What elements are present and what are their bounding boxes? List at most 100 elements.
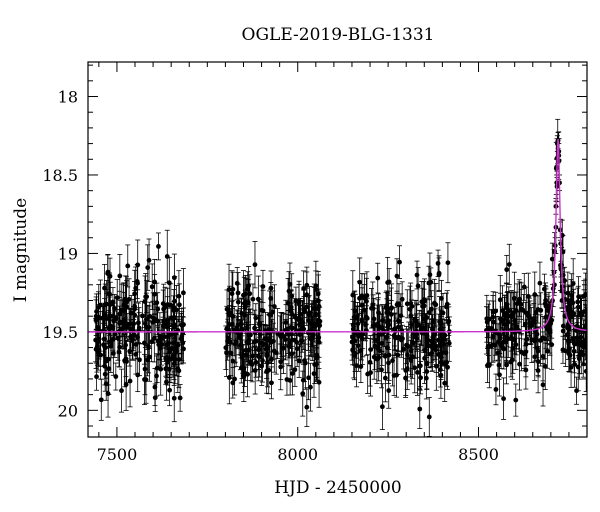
data-point <box>498 343 504 349</box>
data-point <box>446 340 452 346</box>
data-point <box>428 306 434 312</box>
data-point <box>107 291 112 297</box>
data-point <box>571 337 576 343</box>
y-tick-label: 19.5 <box>42 323 78 342</box>
data-point <box>496 362 502 368</box>
data-points <box>93 118 587 437</box>
data-point <box>144 324 150 330</box>
data-point <box>538 338 543 343</box>
data-point <box>137 357 142 363</box>
data-point <box>505 313 510 318</box>
data-point <box>304 404 310 410</box>
data-point <box>226 287 232 292</box>
data-point <box>119 388 124 394</box>
chart-title: OGLE-2019-BLG-1331 <box>242 25 435 45</box>
data-point <box>364 298 369 304</box>
y-tick-label: 20 <box>58 401 78 420</box>
data-point <box>300 319 305 325</box>
data-point <box>409 303 415 309</box>
data-point <box>253 359 259 365</box>
data-point <box>308 384 313 390</box>
data-point <box>127 321 132 327</box>
data-point <box>498 316 503 322</box>
data-point <box>147 354 152 360</box>
data-point <box>156 244 161 249</box>
data-point <box>583 324 587 330</box>
data-point <box>130 333 136 339</box>
data-point <box>513 308 519 313</box>
data-point <box>414 320 419 325</box>
data-point <box>575 364 581 370</box>
data-point <box>151 335 157 341</box>
data-point <box>99 315 105 321</box>
data-point <box>169 315 175 321</box>
data-point <box>121 302 127 308</box>
data-point <box>249 362 255 367</box>
data-point <box>426 343 432 349</box>
data-point <box>136 325 142 331</box>
data-point <box>368 370 373 376</box>
data-point <box>111 318 117 324</box>
data-point <box>488 343 494 349</box>
data-point <box>490 333 496 339</box>
data-point <box>575 304 581 310</box>
y-tick-label: 18.5 <box>42 166 78 185</box>
data-point <box>414 272 420 278</box>
data-point <box>278 334 284 340</box>
data-point <box>292 367 298 373</box>
data-point <box>273 350 279 356</box>
data-point <box>175 366 181 372</box>
data-point <box>117 344 122 350</box>
data-point <box>266 367 272 373</box>
data-point <box>313 283 319 289</box>
data-point <box>285 300 291 306</box>
data-point <box>311 371 317 377</box>
data-point <box>440 310 446 316</box>
data-point <box>413 334 418 340</box>
data-point <box>427 272 433 278</box>
data-point <box>142 366 148 372</box>
data-point <box>543 303 549 309</box>
data-point <box>124 325 130 330</box>
data-point <box>168 302 174 308</box>
data-point <box>426 280 432 286</box>
data-point <box>162 304 168 310</box>
x-tick-label: 8500 <box>458 445 499 464</box>
data-point <box>424 369 430 374</box>
data-point <box>133 351 139 357</box>
data-point <box>495 339 501 345</box>
data-point <box>163 356 169 361</box>
data-point <box>296 358 302 364</box>
data-point <box>260 284 266 289</box>
data-point <box>406 344 412 349</box>
data-point <box>356 333 361 339</box>
data-point <box>166 366 172 372</box>
data-point <box>311 306 317 312</box>
data-point <box>108 343 114 349</box>
data-point <box>525 293 531 299</box>
data-point <box>566 311 572 317</box>
data-point <box>288 305 294 310</box>
data-point <box>361 307 367 313</box>
data-point <box>264 353 270 358</box>
data-point <box>292 314 298 320</box>
data-point <box>370 306 376 311</box>
data-point <box>437 367 443 373</box>
data-point <box>110 299 116 305</box>
data-point <box>508 359 514 365</box>
data-point <box>395 352 401 358</box>
data-point <box>303 360 308 366</box>
data-point <box>181 346 186 352</box>
data-point <box>421 325 427 330</box>
data-point <box>391 333 397 338</box>
data-point <box>445 260 451 266</box>
data-point <box>399 296 405 302</box>
data-point <box>397 259 402 265</box>
data-point <box>426 414 432 420</box>
data-point <box>583 292 587 297</box>
data-point <box>180 340 186 346</box>
data-point <box>583 368 587 374</box>
data-point <box>521 351 527 357</box>
data-point <box>497 372 502 378</box>
y-tick-label: 18 <box>58 88 78 107</box>
